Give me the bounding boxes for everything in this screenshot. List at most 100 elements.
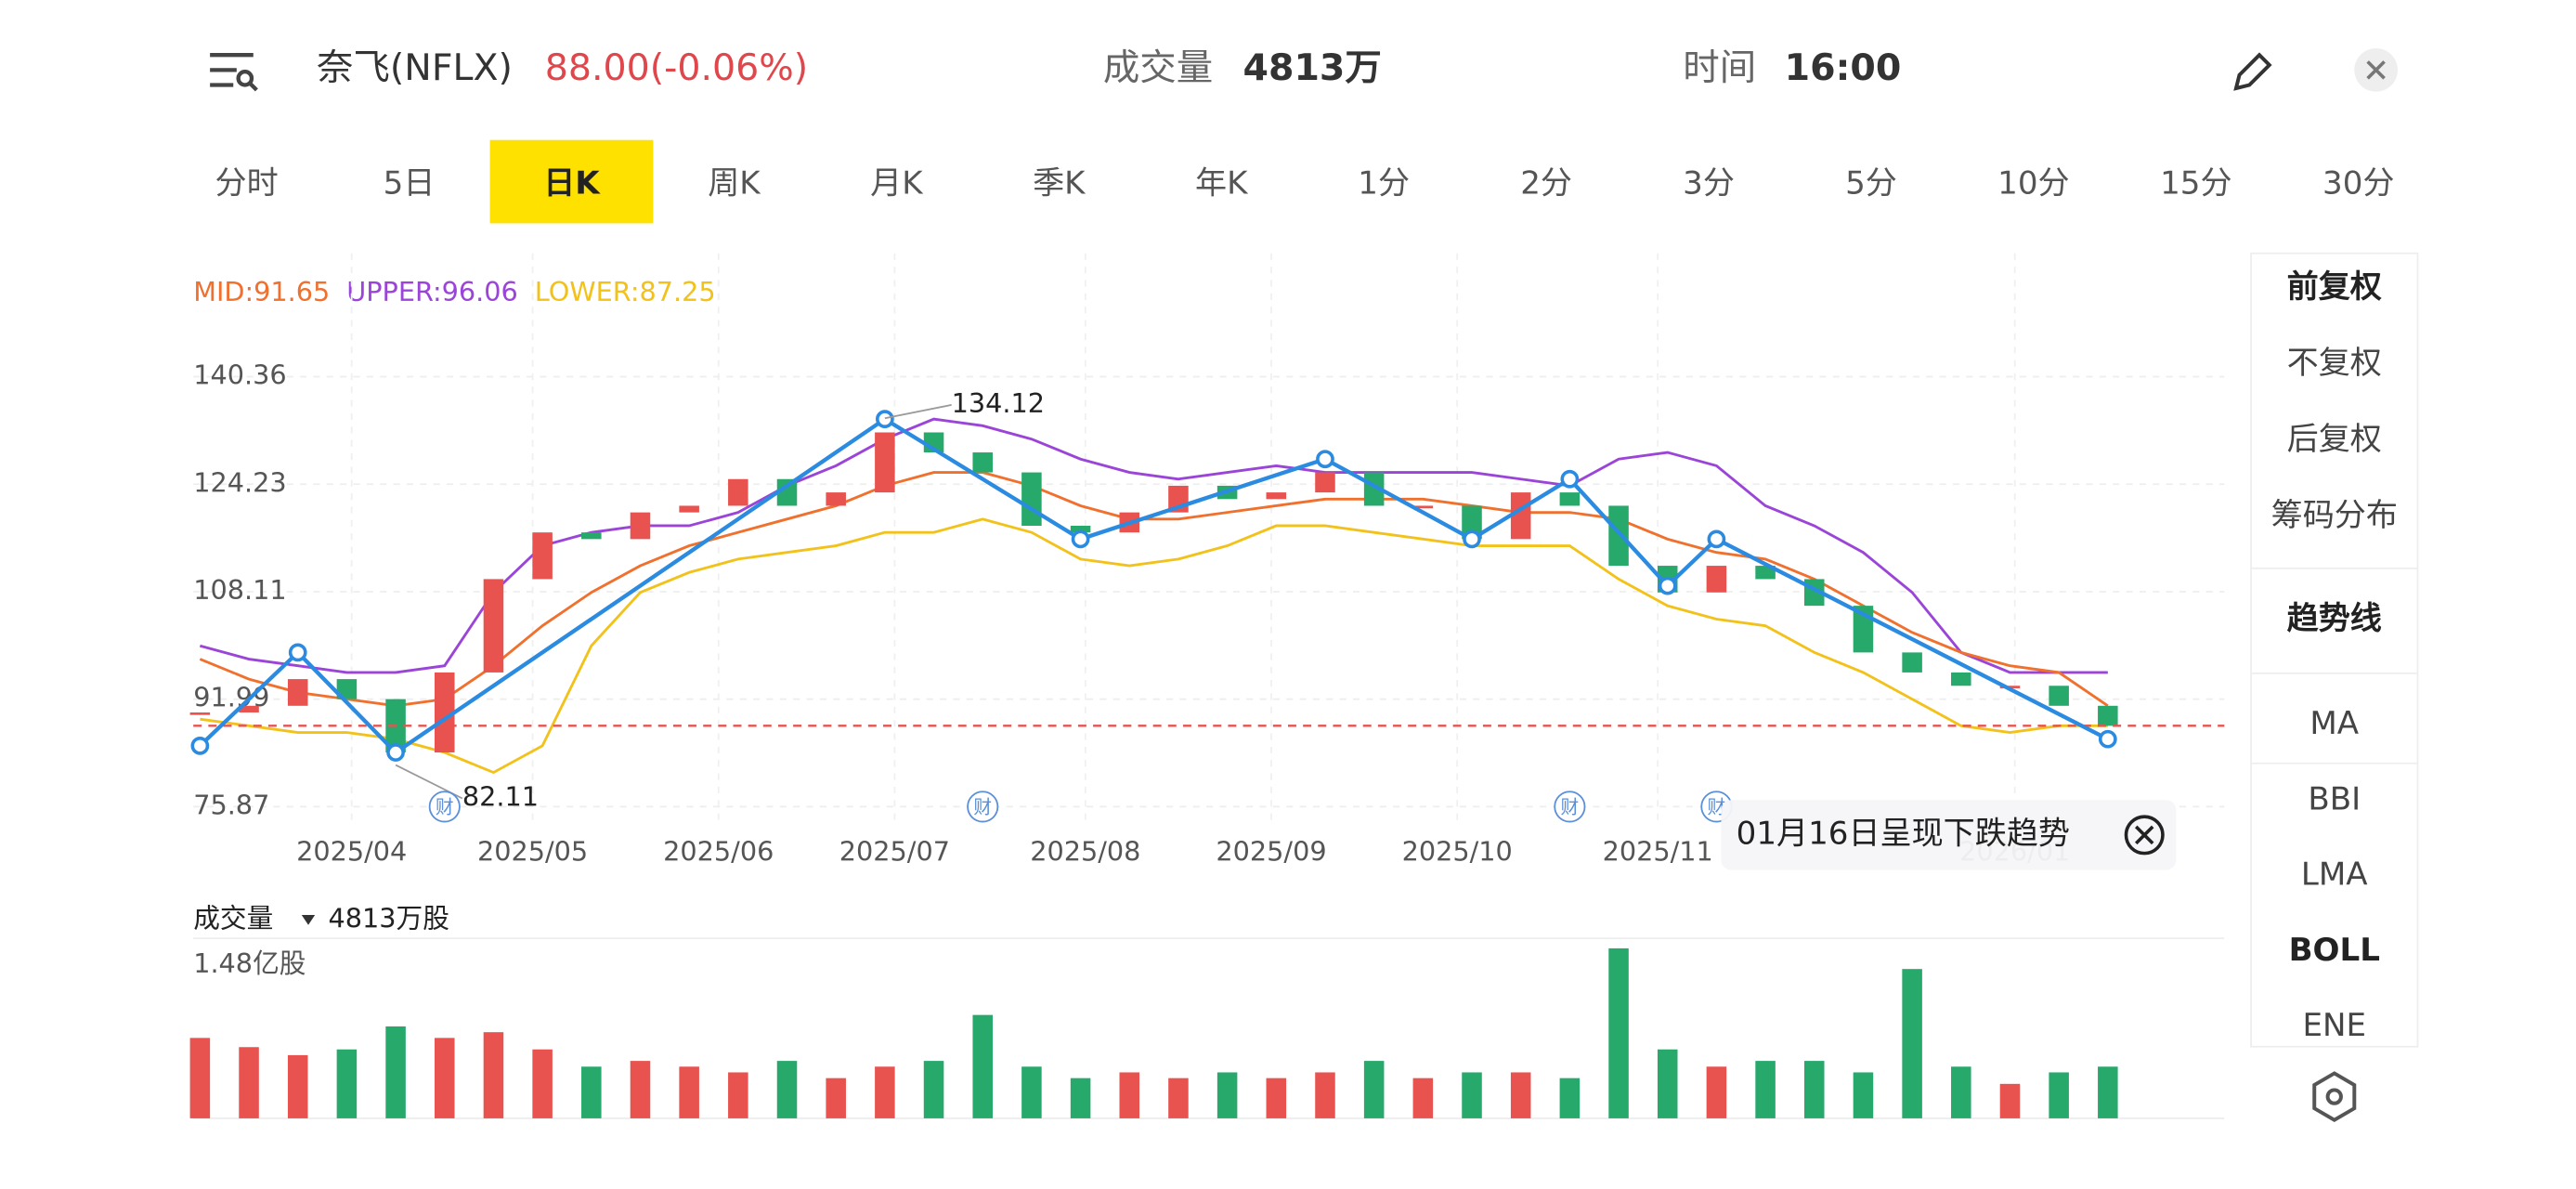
mid-band bbox=[199, 471, 2109, 708]
period-tab[interactable]: 日K bbox=[543, 165, 601, 203]
tooltip: 01月16日呈现下跌趋势 bbox=[1737, 815, 2070, 852]
x-tick-label: 2025/11 bbox=[1603, 836, 1713, 868]
trend-vertex bbox=[1316, 450, 1334, 469]
volume-bar bbox=[1951, 1066, 1971, 1118]
period-tab[interactable]: 5分 bbox=[1845, 165, 1897, 203]
indicator-option[interactable]: MA bbox=[2309, 705, 2359, 742]
period-tab[interactable]: 周K bbox=[708, 165, 761, 203]
stock-name: 奈飞(NFLX) bbox=[317, 46, 513, 89]
volume-bar bbox=[776, 1061, 798, 1118]
adjust-option[interactable]: 不复权 bbox=[2287, 345, 2382, 382]
volume-bar bbox=[875, 1066, 895, 1118]
boll-legend: UPPER:96.06 bbox=[346, 276, 518, 307]
candle bbox=[1266, 492, 1287, 500]
period-tab[interactable]: 季K bbox=[1033, 165, 1086, 203]
volume-bar bbox=[2049, 1072, 2069, 1118]
period-tab[interactable]: 15分 bbox=[2160, 165, 2231, 203]
period-tab[interactable]: 10分 bbox=[1997, 165, 2069, 203]
menu-icon[interactable] bbox=[210, 53, 258, 92]
candle bbox=[581, 532, 602, 540]
boll-legend: MID:91.65 bbox=[193, 276, 330, 307]
volume-bar bbox=[581, 1066, 602, 1118]
volume-bar bbox=[1755, 1061, 1776, 1118]
period-tab[interactable]: 1分 bbox=[1358, 165, 1410, 203]
settings-icon[interactable] bbox=[2312, 1071, 2357, 1123]
candle bbox=[2049, 686, 2069, 706]
candle bbox=[336, 679, 358, 699]
period-tab[interactable]: 月K bbox=[870, 165, 924, 203]
volume-bar bbox=[1363, 1061, 1385, 1118]
close-button[interactable] bbox=[2354, 48, 2398, 92]
volume-bar bbox=[1315, 1072, 1335, 1118]
period-tab[interactable]: 年K bbox=[1195, 165, 1249, 203]
volume-bar bbox=[189, 1038, 211, 1118]
candle bbox=[776, 478, 798, 506]
tooltip-close[interactable] bbox=[2124, 815, 2165, 856]
candle bbox=[1021, 472, 1042, 526]
volume-bar bbox=[728, 1072, 748, 1118]
volume-bar bbox=[1657, 1049, 1678, 1118]
volume-bar bbox=[630, 1061, 651, 1118]
volume-bar bbox=[1412, 1078, 1434, 1118]
indicator-option[interactable]: ENE bbox=[2302, 1007, 2366, 1044]
candle bbox=[1951, 672, 1971, 686]
volume-bar bbox=[972, 1014, 993, 1118]
period-tab[interactable]: 5日 bbox=[384, 165, 436, 203]
period-tab[interactable]: 3分 bbox=[1683, 165, 1735, 203]
candle bbox=[826, 492, 846, 506]
candle bbox=[1902, 652, 1922, 673]
period-tab[interactable]: 30分 bbox=[2322, 165, 2394, 203]
side-panel bbox=[2250, 252, 2419, 1048]
event-marker: 财 bbox=[1708, 797, 1726, 818]
volume-bar bbox=[1266, 1078, 1287, 1118]
trend-vertex bbox=[1658, 576, 1677, 595]
volume-bar bbox=[1559, 1078, 1581, 1118]
volume-title: 成交量 bbox=[193, 902, 273, 934]
indicator-option[interactable]: BOLL bbox=[2289, 932, 2380, 969]
volume-bar bbox=[1608, 947, 1629, 1118]
tooltip-bg bbox=[1721, 800, 2177, 870]
trend-vertex bbox=[288, 643, 307, 662]
period-tab[interactable]: 分时 bbox=[215, 165, 279, 203]
volume-bar bbox=[1706, 1066, 1727, 1118]
candle bbox=[1608, 505, 1629, 567]
indicator-option[interactable]: BBI bbox=[2308, 780, 2361, 817]
candle bbox=[972, 452, 993, 473]
event-marker-bg bbox=[1554, 790, 1586, 823]
volume-caret bbox=[301, 915, 316, 925]
volume-value: 4813万股 bbox=[329, 902, 449, 934]
volume-bar bbox=[336, 1049, 358, 1118]
candle bbox=[630, 512, 651, 540]
annotation: 82.11 bbox=[462, 780, 539, 812]
volume-bar bbox=[1803, 1061, 1825, 1118]
candle bbox=[728, 478, 748, 506]
candle bbox=[287, 679, 308, 706]
volume-bar bbox=[1902, 969, 1922, 1118]
volume-bar bbox=[532, 1049, 553, 1118]
candle bbox=[2098, 705, 2118, 726]
edit-icon[interactable] bbox=[2233, 52, 2272, 91]
trend-vertex bbox=[1560, 469, 1580, 489]
adjust-option[interactable]: 筹码分布 bbox=[2271, 497, 2398, 534]
candle bbox=[532, 532, 553, 580]
volume-bar bbox=[287, 1054, 308, 1118]
trend-option[interactable]: 趋势线 bbox=[2287, 600, 2382, 637]
volume-bar bbox=[1462, 1072, 1482, 1118]
candle bbox=[1510, 492, 1531, 540]
period-tab[interactable]: 2分 bbox=[1520, 165, 1572, 203]
x-tick-label: 2025/06 bbox=[663, 836, 774, 868]
trend-vertex bbox=[190, 737, 210, 755]
indicator-option[interactable]: LMA bbox=[2301, 856, 2368, 894]
trend-vertex bbox=[1071, 529, 1090, 549]
volume-bar bbox=[679, 1066, 699, 1118]
volume-bar bbox=[385, 1026, 406, 1118]
candle bbox=[1706, 566, 1727, 593]
volume-bar bbox=[239, 1047, 259, 1118]
adjust-option[interactable]: 后复权 bbox=[2287, 421, 2382, 458]
adjust-option[interactable]: 前复权 bbox=[2287, 268, 2382, 306]
volume-bar bbox=[1119, 1072, 1140, 1118]
y-tick-label: 75.87 bbox=[193, 789, 269, 820]
candle bbox=[875, 432, 895, 493]
